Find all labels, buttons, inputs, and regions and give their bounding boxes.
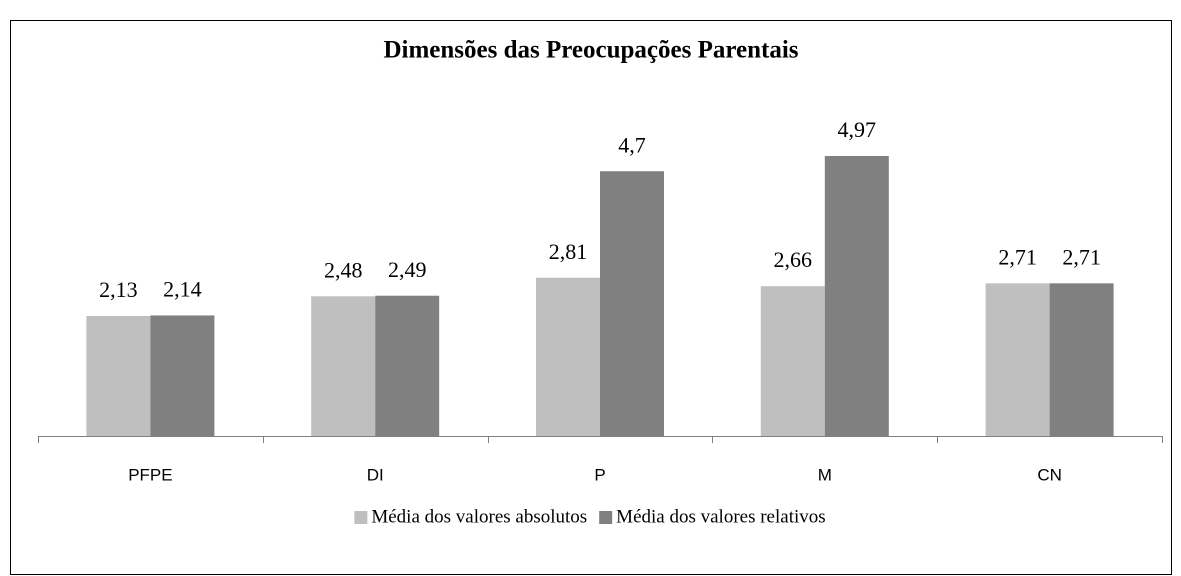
bar <box>536 277 600 436</box>
value-label: 2,66 <box>774 247 813 272</box>
x-tick-label: PFPE <box>128 465 172 484</box>
value-label: 4,97 <box>838 117 877 142</box>
bar <box>375 295 440 436</box>
bar <box>985 283 1050 436</box>
legend-swatch <box>354 511 368 524</box>
legend-label: Média dos valores absolutos <box>371 506 587 527</box>
bar <box>600 171 664 436</box>
value-label: 2,49 <box>388 257 427 282</box>
x-tick-label: CN <box>1037 465 1062 484</box>
x-tick-label: DI <box>367 465 384 484</box>
value-label: 2,14 <box>163 276 202 301</box>
bar <box>760 286 825 436</box>
value-label: 2,48 <box>324 257 363 282</box>
value-label: 2,71 <box>1062 244 1101 269</box>
value-label: 4,7 <box>618 132 646 157</box>
value-label: 2,81 <box>549 239 588 264</box>
value-label: 2,71 <box>998 244 1037 269</box>
bar <box>150 315 215 436</box>
bar <box>311 296 376 436</box>
x-tick-label: P <box>594 465 605 484</box>
value-label: 2,13 <box>99 277 138 302</box>
x-tick-label: M <box>818 465 832 484</box>
bar <box>1049 283 1114 436</box>
bar <box>824 156 889 437</box>
legend-label: Média dos valores relativos <box>616 506 825 527</box>
legend-swatch <box>599 511 613 524</box>
bar <box>86 316 151 436</box>
chart-title: Dimensões das Preocupações Parentais <box>383 37 798 64</box>
